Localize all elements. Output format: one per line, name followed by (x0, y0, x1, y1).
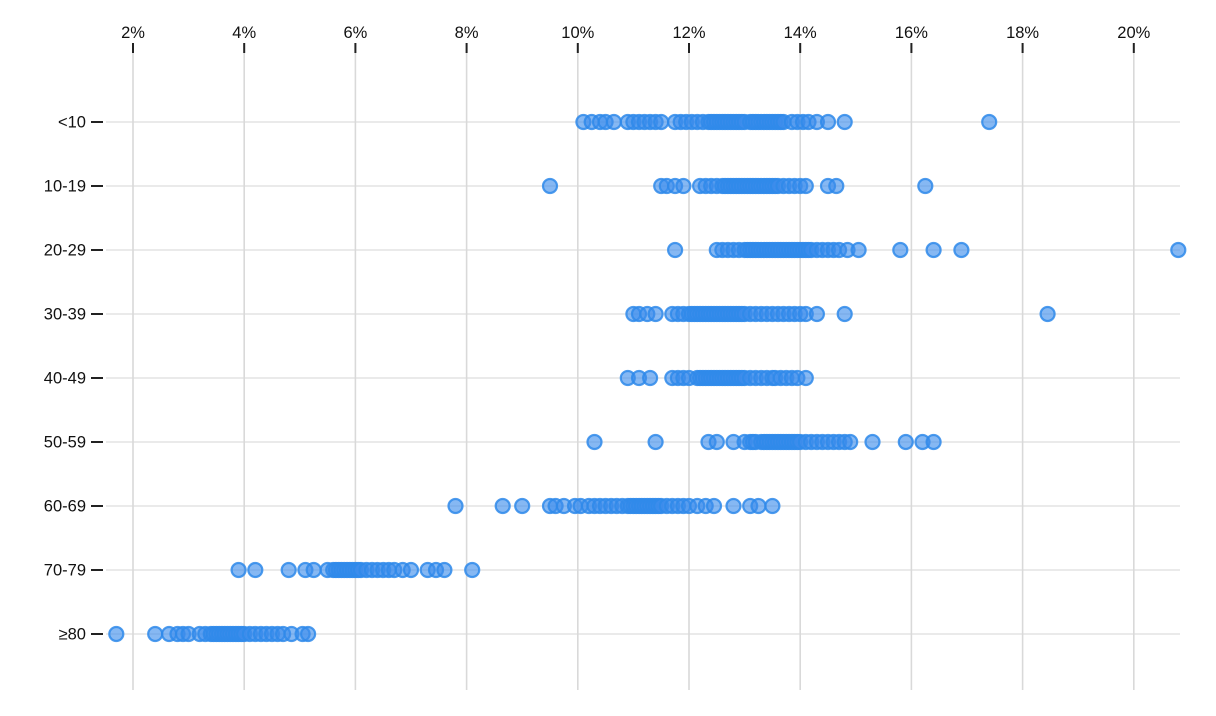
data-point (647, 433, 664, 451)
y-category-label: 70-79 (44, 562, 86, 580)
data-point (305, 561, 322, 579)
data-point (953, 241, 970, 259)
data-point (797, 369, 814, 387)
data-point (836, 305, 853, 323)
data-point (666, 241, 684, 259)
y-category-label: <10 (58, 114, 86, 132)
x-tick-label: 16% (895, 24, 928, 42)
x-tick-label: 2% (121, 24, 145, 42)
data-point (280, 561, 297, 579)
y-category-label: 20-29 (44, 242, 86, 260)
data-point (514, 497, 531, 515)
y-category-label: 10-19 (44, 178, 86, 196)
data-point (541, 177, 559, 195)
x-tick-label: 4% (232, 24, 256, 42)
data-point (586, 433, 603, 451)
x-tick-label: 12% (672, 24, 705, 42)
data-point (708, 433, 725, 451)
data-point (647, 305, 664, 323)
data-point (675, 177, 692, 195)
data-point (464, 561, 481, 579)
data-point (1170, 241, 1187, 259)
data-point (108, 625, 125, 643)
data-point (842, 433, 859, 451)
data-point (247, 561, 264, 579)
data-point (725, 497, 742, 515)
data-point (917, 177, 934, 195)
x-tick-label: 14% (784, 24, 817, 42)
y-category-label: 50-59 (44, 434, 86, 452)
y-category-label: 30-39 (44, 306, 86, 324)
data-point (864, 433, 881, 451)
data-point (828, 177, 845, 195)
data-point (641, 369, 659, 387)
data-point (705, 497, 723, 515)
data-point (605, 113, 623, 131)
x-tick-label: 20% (1117, 24, 1150, 42)
data-point (819, 113, 837, 131)
data-point (981, 113, 998, 131)
data-point (850, 241, 867, 259)
data-point (925, 241, 942, 259)
data-point (808, 305, 826, 323)
y-category-label: 60-69 (44, 498, 86, 516)
y-category-label: 40-49 (44, 370, 86, 388)
data-point (300, 625, 317, 643)
data-point (447, 497, 464, 515)
data-point (797, 177, 814, 195)
data-point (402, 561, 420, 579)
data-point (925, 433, 942, 451)
data-point (892, 241, 909, 259)
x-tick-label: 8% (455, 24, 479, 42)
data-point (436, 561, 453, 579)
data-point (147, 625, 164, 643)
data-point (836, 113, 853, 131)
data-point (1039, 305, 1056, 323)
x-tick-label: 18% (1006, 24, 1039, 42)
data-point (750, 497, 767, 515)
data-point (494, 497, 511, 515)
x-tick-label: 6% (343, 24, 367, 42)
data-point (230, 561, 247, 579)
y-category-label: ≥80 (59, 626, 86, 644)
data-point (897, 433, 914, 451)
data-point (764, 497, 781, 515)
data-point (653, 113, 670, 131)
x-tick-label: 10% (561, 24, 594, 42)
